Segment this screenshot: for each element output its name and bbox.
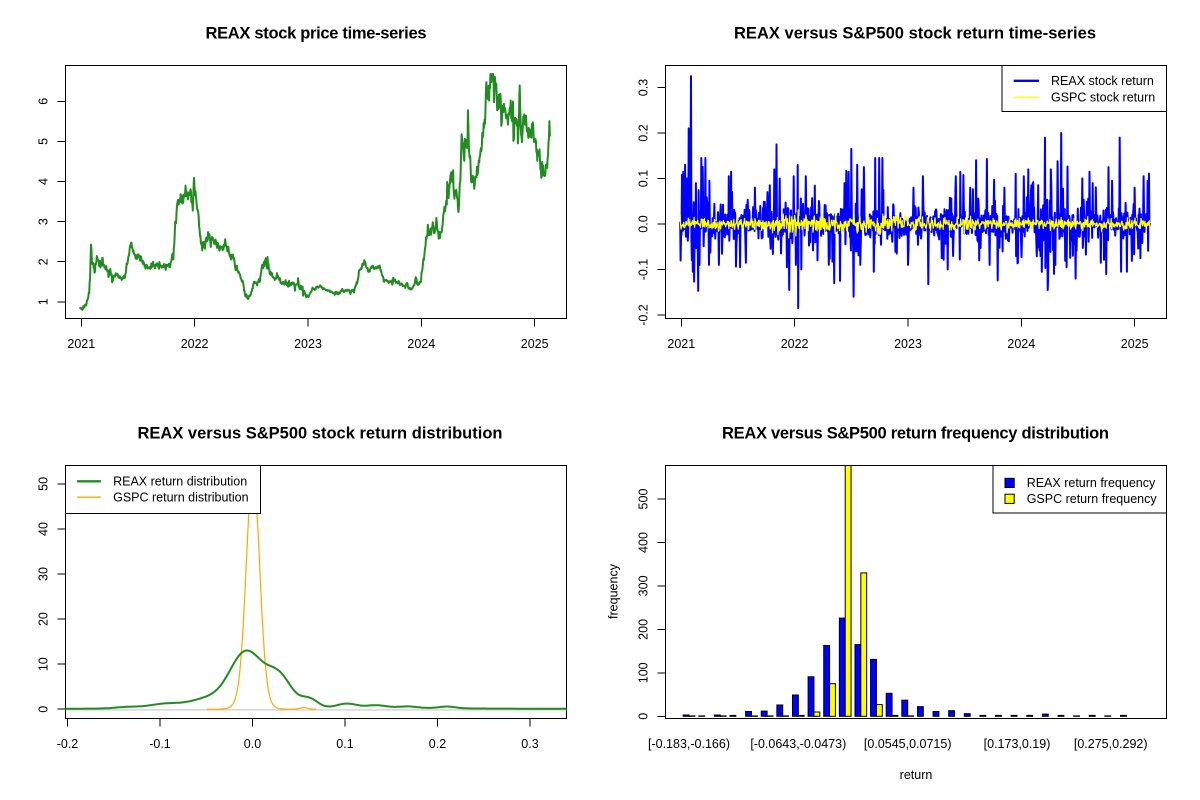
svg-text:400: 400 — [636, 532, 650, 553]
svg-text:4: 4 — [36, 178, 50, 185]
svg-text:30: 30 — [36, 567, 50, 581]
svg-text:300: 300 — [636, 575, 650, 596]
svg-text:0.1: 0.1 — [336, 737, 353, 751]
svg-text:2022: 2022 — [181, 337, 209, 351]
svg-text:5: 5 — [36, 138, 50, 145]
svg-text:1: 1 — [36, 298, 50, 305]
svg-text:200: 200 — [636, 619, 650, 640]
svg-text:REAX stock price time-series: REAX stock price time-series — [206, 25, 427, 43]
svg-text:3: 3 — [36, 218, 50, 225]
svg-text:2023: 2023 — [894, 337, 922, 351]
svg-text:40: 40 — [36, 522, 50, 536]
svg-text:-0.1: -0.1 — [149, 737, 171, 751]
svg-text:2023: 2023 — [294, 337, 322, 351]
svg-text:REAX versus S&P500 return freq: REAX versus S&P500 return frequency dist… — [722, 425, 1109, 443]
svg-text:[-0.183,-0.166): [-0.183,-0.166) — [648, 737, 730, 751]
svg-text:50: 50 — [36, 477, 50, 491]
svg-text:[0.275,0.292): [0.275,0.292) — [1074, 737, 1148, 751]
svg-text:500: 500 — [636, 489, 650, 510]
svg-text:[0.0545,0.0715): [0.0545,0.0715) — [864, 737, 952, 751]
svg-text:0.1: 0.1 — [636, 170, 650, 187]
svg-text:REAX versus S&P500 stock retur: REAX versus S&P500 stock return time-ser… — [734, 25, 1096, 43]
svg-text:2022: 2022 — [781, 337, 809, 351]
svg-text:2: 2 — [36, 258, 50, 265]
svg-text:0.3: 0.3 — [636, 79, 650, 96]
svg-text:2021: 2021 — [67, 337, 95, 351]
svg-text:2024: 2024 — [407, 337, 435, 351]
svg-text:REAX stock return: REAX stock return — [1051, 74, 1154, 88]
svg-text:2021: 2021 — [667, 337, 695, 351]
svg-text:GSPC return frequency: GSPC return frequency — [1027, 492, 1158, 506]
svg-text:-0.2: -0.2 — [57, 737, 79, 751]
svg-text:6: 6 — [36, 98, 50, 105]
svg-text:0.3: 0.3 — [521, 737, 538, 751]
svg-text:-0.1: -0.1 — [636, 259, 650, 281]
svg-text:REAX return frequency: REAX return frequency — [1027, 476, 1156, 490]
svg-text:REAX return distribution: REAX return distribution — [113, 475, 247, 489]
svg-text:return: return — [900, 768, 933, 782]
svg-text:0.2: 0.2 — [429, 737, 446, 751]
svg-text:20: 20 — [36, 612, 50, 626]
svg-text:REAX versus S&P500 stock retur: REAX versus S&P500 stock return distribu… — [138, 425, 503, 443]
svg-text:2024: 2024 — [1007, 337, 1035, 351]
svg-text:0.2: 0.2 — [636, 124, 650, 141]
svg-text:2025: 2025 — [521, 337, 549, 351]
svg-text:GSPC stock return: GSPC stock return — [1051, 91, 1155, 105]
svg-text:0: 0 — [636, 713, 650, 720]
svg-text:2025: 2025 — [1121, 337, 1149, 351]
svg-text:frequency: frequency — [607, 563, 621, 619]
svg-text:GSPC return distribution: GSPC return distribution — [113, 491, 249, 505]
svg-text:0: 0 — [36, 706, 50, 713]
svg-text:100: 100 — [636, 662, 650, 683]
svg-text:-0.2: -0.2 — [636, 304, 650, 326]
svg-text:[-0.0643,-0.0473): [-0.0643,-0.0473) — [750, 737, 846, 751]
svg-text:0.0: 0.0 — [244, 737, 261, 751]
svg-text:[0.173,0.19): [0.173,0.19) — [984, 737, 1051, 751]
svg-text:0.0: 0.0 — [636, 215, 650, 232]
svg-text:10: 10 — [36, 657, 50, 671]
